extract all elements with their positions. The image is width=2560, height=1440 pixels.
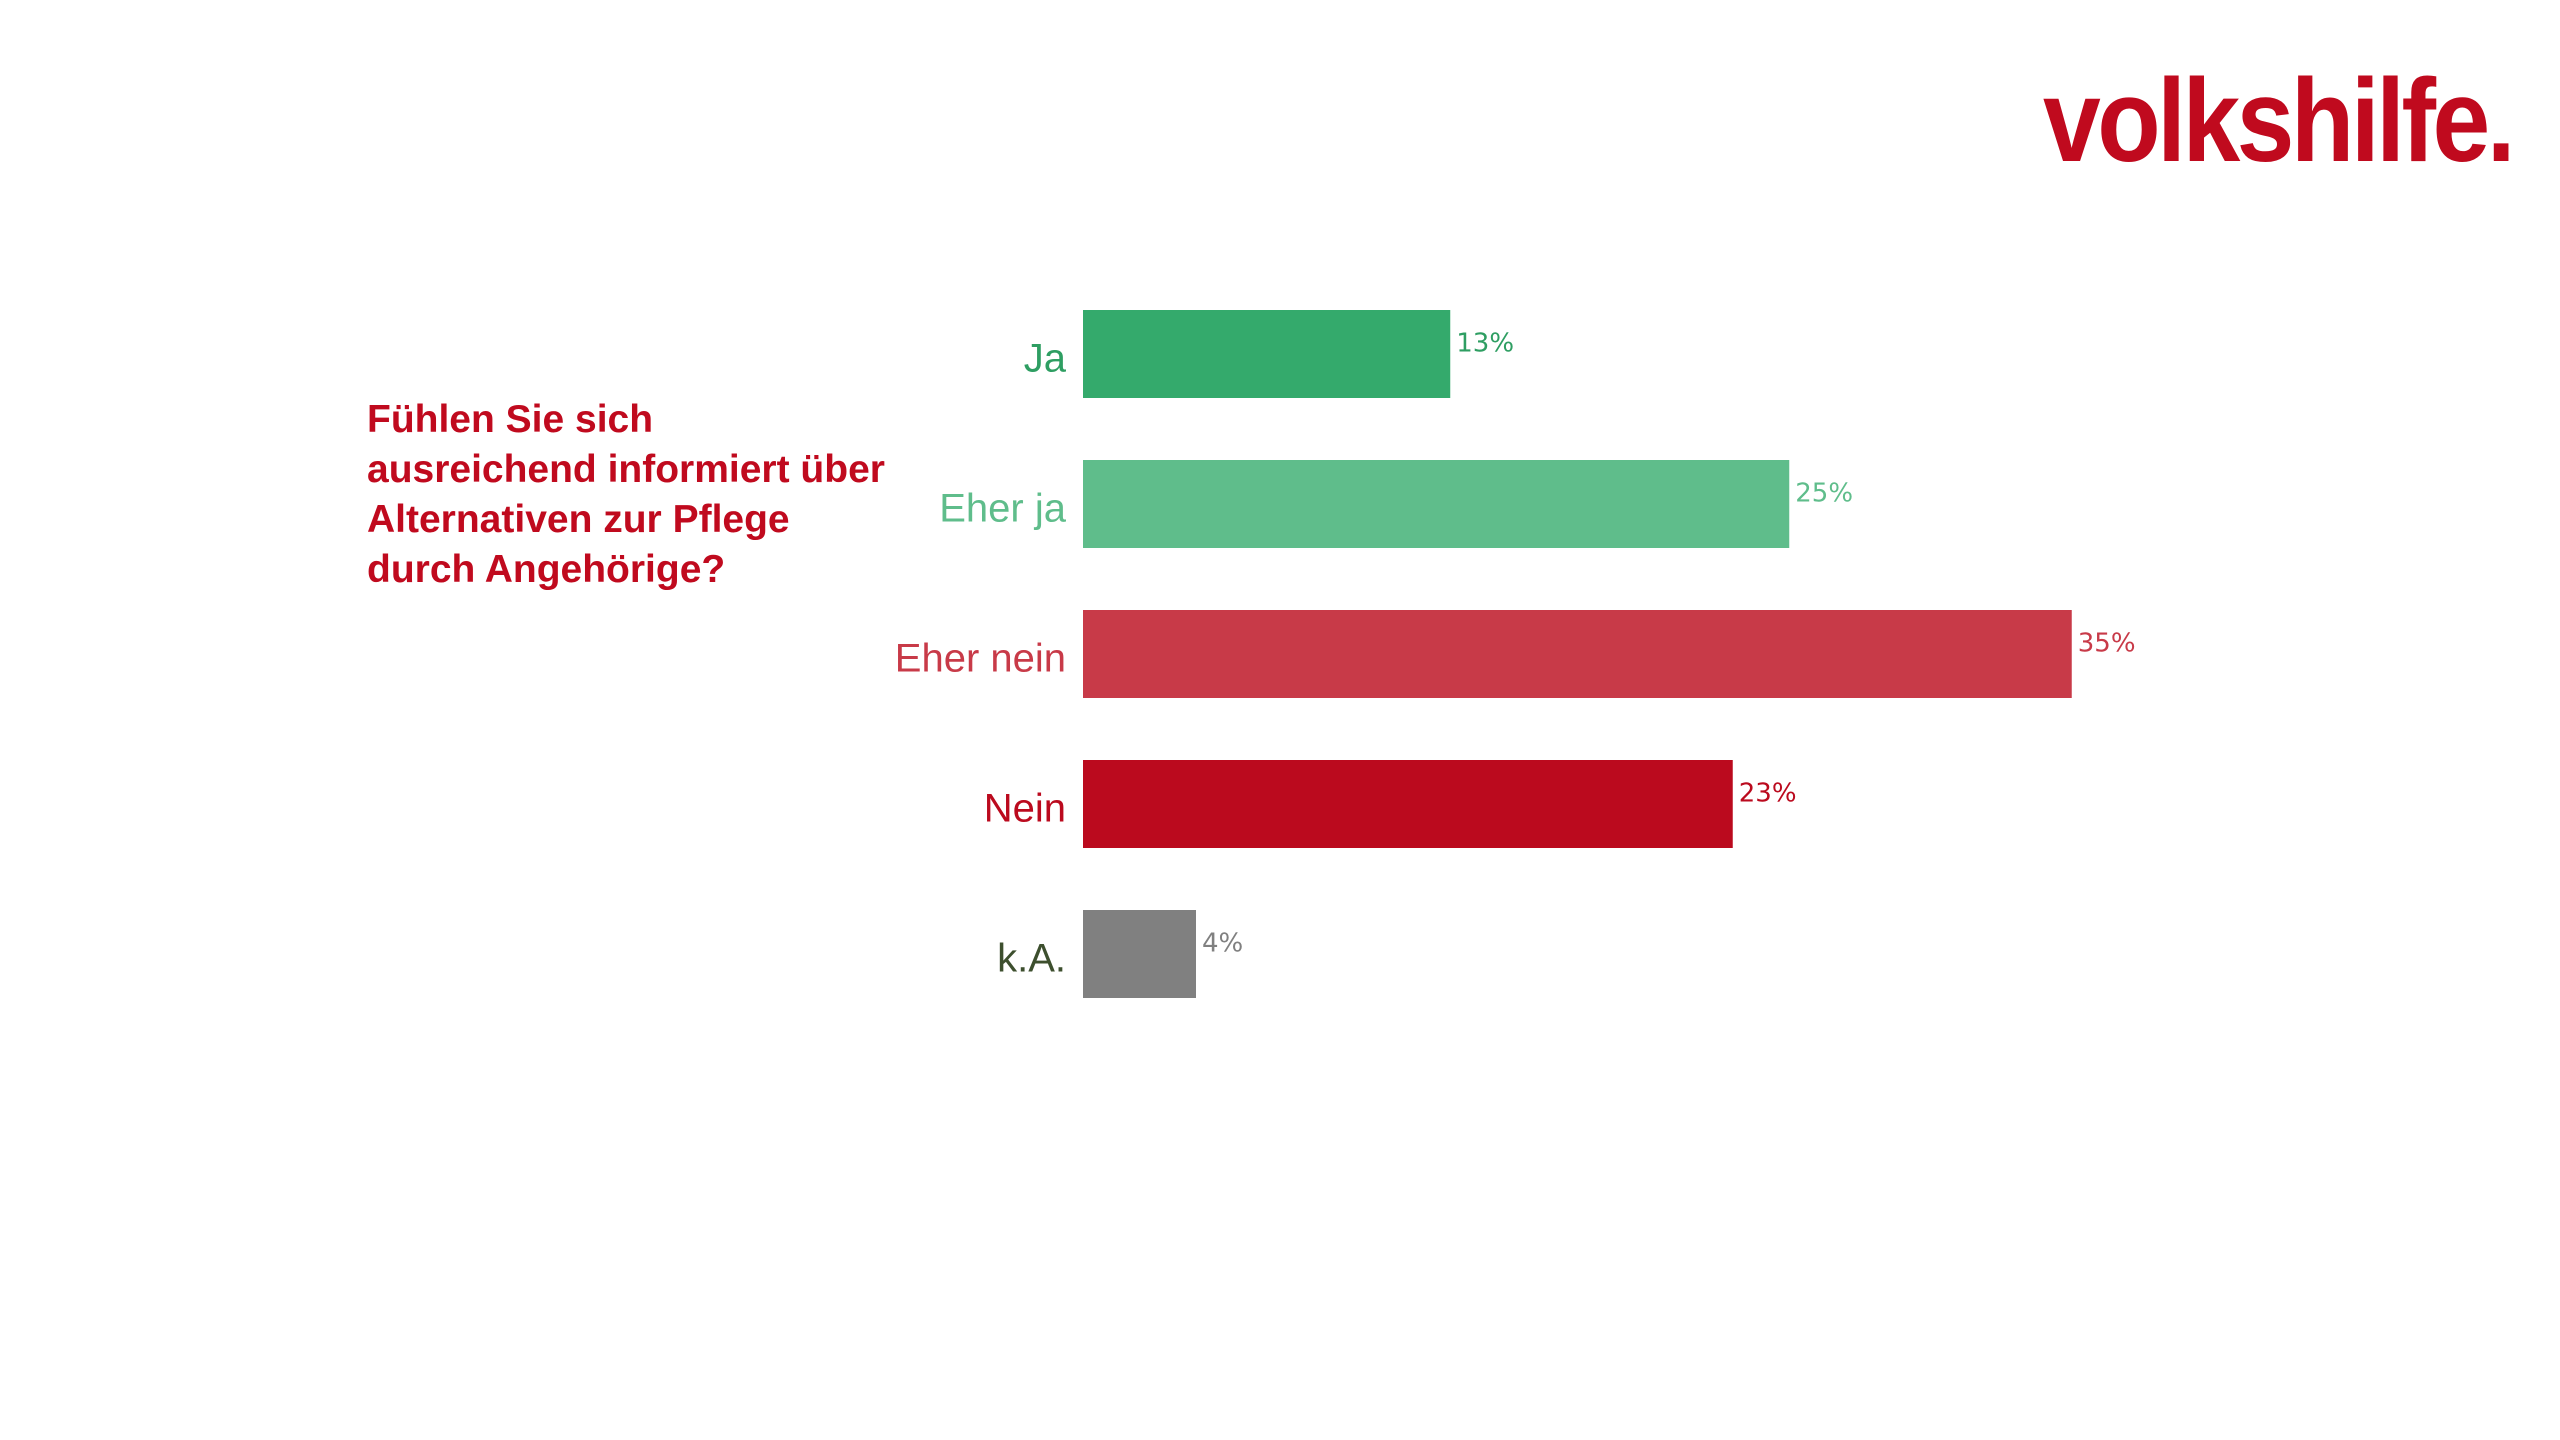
value-label-4: 4% xyxy=(1202,929,1243,959)
survey-question: Fühlen Sie sich ausreichend informiert ü… xyxy=(367,398,885,591)
volkshilfe-logo: volkshilfe. xyxy=(2042,55,2516,187)
category-label-3: Nein xyxy=(984,787,1066,831)
bar-3 xyxy=(1083,760,1733,848)
value-label-3: 23% xyxy=(1739,779,1797,809)
bar-4 xyxy=(1083,910,1196,998)
category-label-4: k.A. xyxy=(997,937,1066,981)
value-label-0: 13% xyxy=(1456,329,1514,359)
bar-0 xyxy=(1083,310,1451,398)
value-label-1: 25% xyxy=(1795,479,1853,509)
category-label-1: Eher ja xyxy=(939,487,1066,531)
category-label-0: Ja xyxy=(1024,337,1067,381)
category-label-2: Eher nein xyxy=(895,637,1066,681)
bar-2 xyxy=(1083,610,2072,698)
bar-1 xyxy=(1083,460,1790,548)
value-label-2: 35% xyxy=(2078,629,2136,659)
